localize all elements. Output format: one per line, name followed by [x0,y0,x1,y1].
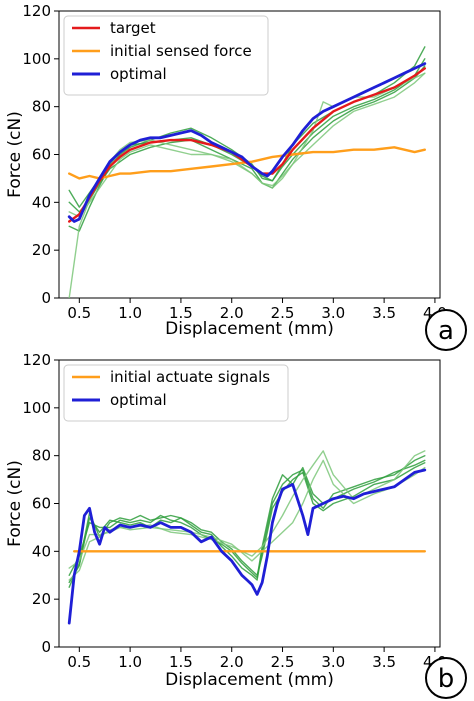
legend-label: initial sensed force [110,42,252,60]
y-axis-label: Force (cN) [5,460,25,547]
x-axis-label: Displacement (mm) [165,670,334,690]
legend-label: initial actuate signals [110,368,270,386]
x-tick-label: 2.0 [220,653,244,671]
x-tick-label: 2.5 [271,653,295,671]
series-line-initial-sensed-force [67,146,426,180]
trial-line-2 [68,455,426,588]
y-tick-label: 80 [32,447,51,465]
legend-box [63,15,269,96]
chart-panel-a: 0204060801001200.51.01.52.02.53.03.54.0D… [5,2,467,351]
y-axis-label: Force (cN) [5,111,25,198]
x-tick-label: 2.0 [220,304,244,322]
x-tick-label: 3.0 [321,304,345,322]
y-tick-label: 100 [22,399,51,417]
panel-tag-label: b [438,664,455,694]
panel-tag-circle [425,657,467,699]
x-tick-label: 1.5 [169,304,193,322]
y-tick-label: 80 [32,98,51,116]
x-tick-label: 1.5 [169,653,193,671]
legend-box [63,364,289,422]
series-line-optimal [67,468,427,625]
x-tick-label: 0.5 [67,304,91,322]
y-tick-label: 100 [22,50,51,68]
plot-area [67,46,427,298]
panel-tag-circle [425,309,467,351]
x-tick-label: 1.0 [118,304,142,322]
series-line-target [67,67,426,223]
x-axis-label: Displacement (mm) [165,319,334,339]
y-tick-label: 120 [22,351,51,369]
y-tick-label: 0 [41,638,51,656]
series-line-optimal [67,62,427,223]
y-tick-label: 40 [32,542,51,560]
y-tick-label: 120 [22,2,51,20]
y-tick-label: 40 [32,193,51,211]
y-tick-label: 60 [32,495,51,513]
legend-label: target [110,19,156,37]
legend-label: optimal [110,65,167,83]
x-tick-label: 0.5 [67,653,91,671]
legend-label: optimal [110,391,167,409]
plot-area [67,450,427,625]
trial-line-4 [68,462,426,584]
x-tick-label: 1.0 [118,653,142,671]
y-tick-label: 20 [32,241,51,259]
x-tick-label: 3.0 [321,653,345,671]
x-tick-label: 2.5 [271,304,295,322]
y-tick-label: 0 [41,289,51,307]
chart-panel-b: 0204060801001200.51.01.52.02.53.03.54.0D… [5,351,467,699]
y-tick-label: 20 [32,590,51,608]
x-tick-label: 3.5 [372,653,396,671]
x-tick-label: 3.5 [372,304,396,322]
panel-tag-label: a [438,316,454,346]
trial-line-6 [68,72,426,298]
y-tick-label: 60 [32,146,51,164]
